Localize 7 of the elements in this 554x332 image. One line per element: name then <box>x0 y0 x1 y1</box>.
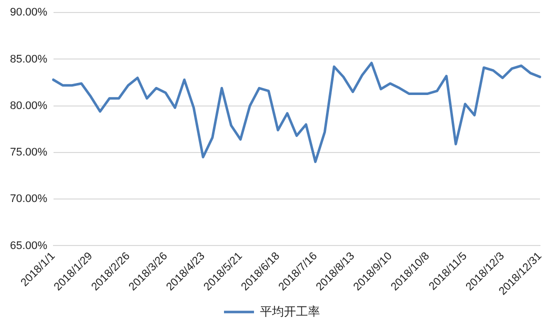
y-tick-label: 80.00% <box>10 100 48 112</box>
y-tick-label: 90.00% <box>10 6 48 19</box>
y-tick-label: 75.00% <box>10 146 48 159</box>
y-tick-label: 70.00% <box>10 193 48 206</box>
legend-label: 平均开工率 <box>260 304 320 318</box>
y-tick-label: 65.00% <box>10 240 48 252</box>
y-tick-label: 85.00% <box>10 53 48 66</box>
